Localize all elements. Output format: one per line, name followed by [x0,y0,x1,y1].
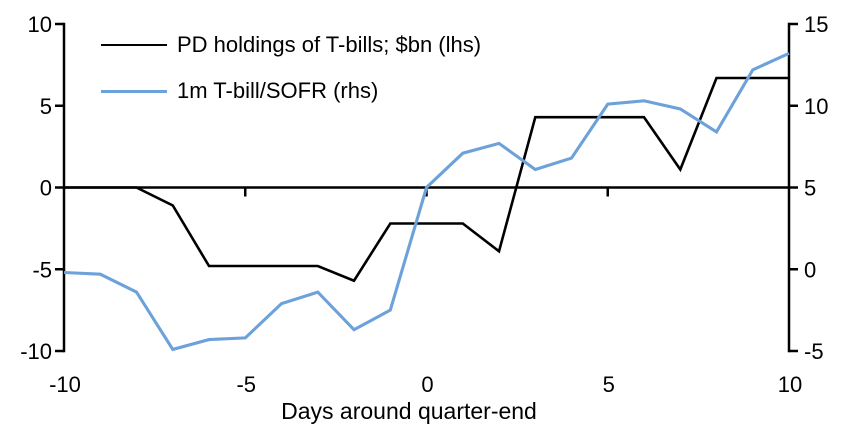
y-right-tick-label: 15 [804,12,828,37]
x-tick-label: 5 [603,372,615,397]
legend-label-pd-holdings: PD holdings of T-bills; $bn (lhs) [177,32,482,57]
y-left-tick-label: 0 [40,176,52,201]
x-axis-title: Days around quarter-end [281,398,537,424]
legend-item-pd-holdings: PD holdings of T-bills; $bn (lhs) [101,32,481,58]
y-left-tick-label: 10 [28,12,52,37]
x-tick-label: 0 [421,372,433,397]
y-left-tick-label: 5 [40,94,52,119]
y-right-tick-label: 10 [804,94,828,119]
y-right-tick-label: 0 [804,257,816,282]
x-tick-label: -10 [49,372,81,397]
series-line-pd-holdings [64,76,789,283]
y-left-tick-label: -5 [32,257,52,282]
y-right-tick-label: 5 [804,176,816,201]
series-line-tbill-sofr [63,51,790,352]
legend-line-sample-blue [101,89,167,93]
legend: PD holdings of T-bills; $bn (lhs) 1m T-b… [101,32,481,124]
x-tick-label: 10 [778,372,802,397]
y-left-tick-label: -10 [20,339,52,364]
x-tick-label: -5 [236,372,256,397]
legend-line-sample-black [101,44,167,46]
legend-item-tbill-sofr: 1m T-bill/SOFR (rhs) [101,78,481,104]
legend-label-tbill-sofr: 1m T-bill/SOFR (rhs) [177,78,379,103]
y-right-tick-label: -5 [804,339,824,364]
